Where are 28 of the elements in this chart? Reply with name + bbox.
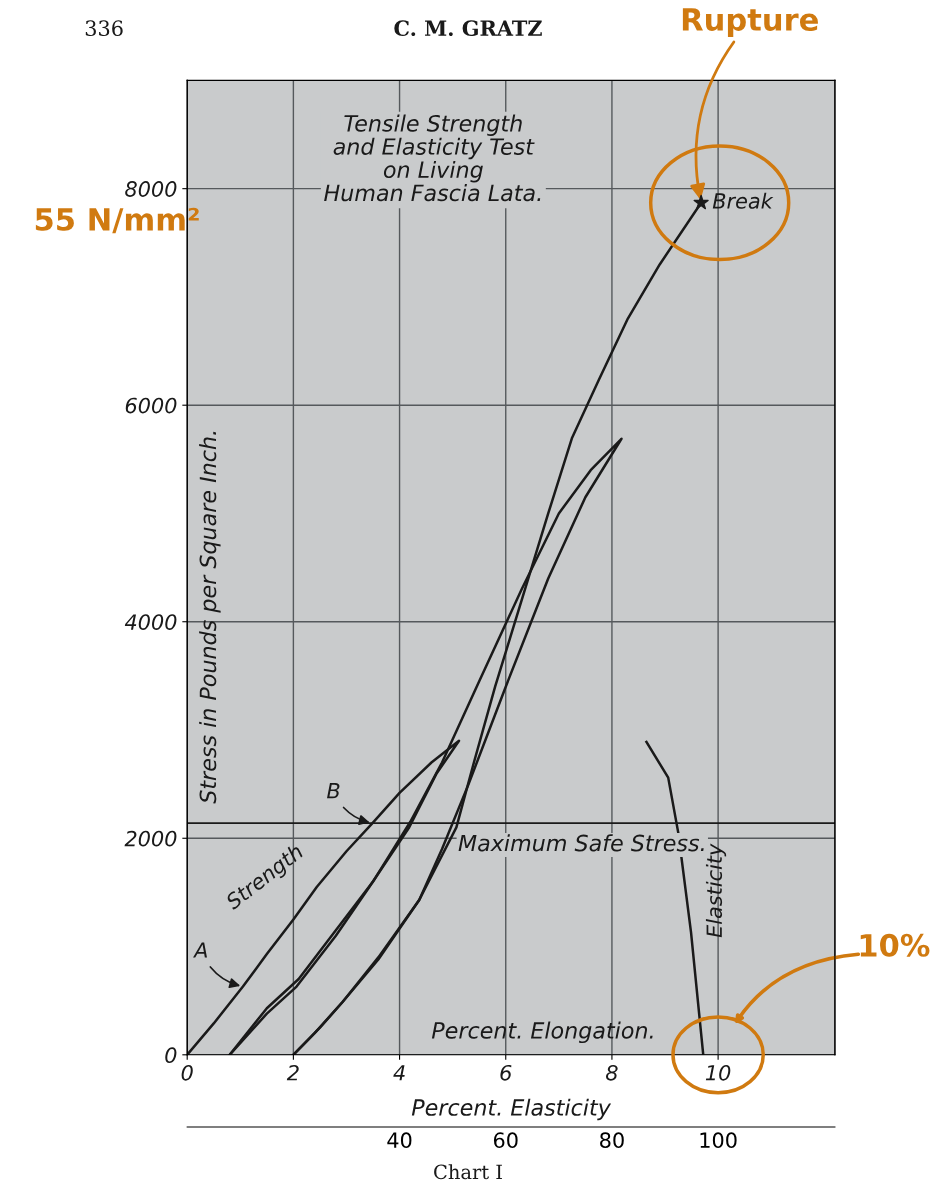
x2-tick-label: 40 [387, 1132, 412, 1149]
annotation: B [327, 783, 340, 799]
annotation: A [193, 942, 207, 958]
x2-tick-label: 100 [700, 1132, 737, 1149]
x-tick-label: 6 [500, 1064, 512, 1081]
text: Chart I [434, 1164, 502, 1180]
y-tick-label: 2000 [124, 830, 177, 847]
x2-tick-label: 60 [493, 1132, 518, 1149]
x2-tick-label: 80 [600, 1132, 624, 1149]
y-axis-title: Stress in Pounds per Square Inch. [199, 431, 221, 804]
annotation: Break [712, 192, 774, 209]
annotation: Rupture [682, 8, 818, 37]
text: 10% [860, 933, 930, 957]
x-tick-label: 2 [286, 1064, 299, 1081]
ref-line-label: Maximum Safe Stress. [458, 834, 704, 852]
text: 336 [85, 20, 123, 37]
text: Tensile Strength and Elasticity Test on Living Human Fascia Lata. [324, 114, 541, 202]
y-tick-label: 6000 [125, 397, 177, 414]
annotation: Elasticity [705, 843, 727, 938]
x-tick-label: 4 [393, 1065, 405, 1081]
text: C. M. GRATZ [394, 20, 542, 37]
y-tick-label: 0 [165, 1047, 177, 1064]
x-tick-label: 8 [605, 1064, 618, 1081]
y-tick-label: 8000 [125, 181, 177, 197]
x-tick-label: 10 [705, 1064, 731, 1081]
y-tick-label: 4000 [124, 614, 177, 630]
x-tick-label: 0 [181, 1064, 193, 1081]
x2-axis-title: Percent. Elasticity [411, 1098, 612, 1121]
